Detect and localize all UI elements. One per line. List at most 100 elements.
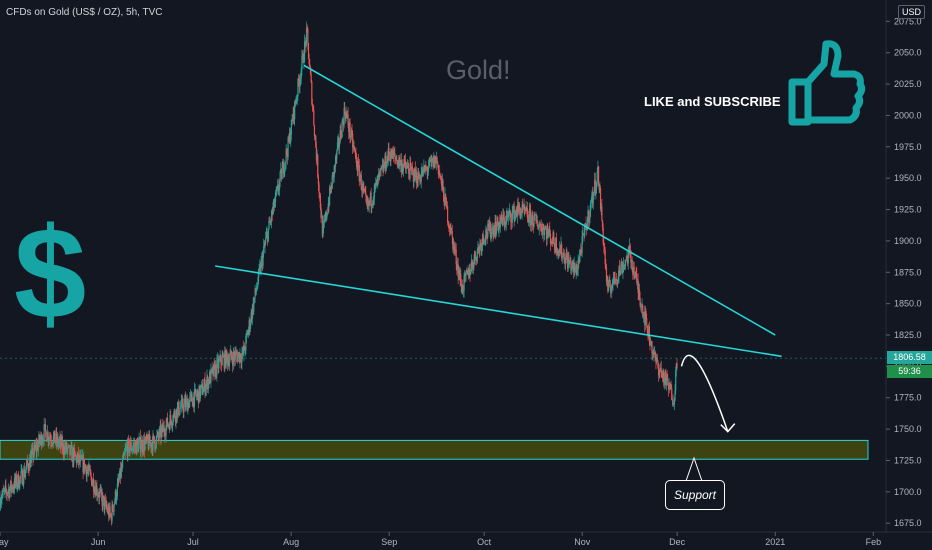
candle-body [617,280,619,282]
candle-body [410,166,412,170]
candle-body [655,357,658,363]
candle-body [668,383,670,390]
candle-body [143,439,145,452]
candle-body [472,264,474,269]
candle-body [220,355,222,364]
candle-body [428,159,430,168]
candle-body [251,304,254,319]
candle-body [491,227,494,229]
candle-body [445,197,447,208]
candle-body [129,448,131,453]
candle-body [630,259,633,263]
candle-body [133,444,135,447]
candle-body [286,149,288,154]
candle-body [590,202,592,211]
candle-body [224,350,227,368]
candle-body [244,350,246,352]
projection-arrowhead [720,423,736,433]
candle-body [448,225,450,227]
candle-body [286,153,289,157]
candle-body [367,200,369,207]
candle-body [280,169,282,172]
candle-body [56,436,58,443]
candle-body [126,445,128,457]
candle-body [381,166,383,170]
candle-body [390,157,392,162]
candle-body [609,286,612,291]
candle-body [151,443,153,451]
candle-body [123,453,126,456]
candle-body [394,153,396,157]
candle-body [261,256,263,266]
candle-body [606,279,608,282]
candle-body [233,351,235,356]
candle-body [592,192,594,204]
candle-body [553,243,556,247]
candle-body [249,320,251,329]
candle-body [568,261,571,264]
candle-body [657,360,659,368]
candle-body [469,269,471,275]
candle-body [605,263,607,268]
candle-body [303,41,306,61]
candle-body [357,161,359,172]
candle-body [239,353,241,363]
candle-body [135,439,138,454]
candle-body [537,227,540,230]
candle-body [25,469,27,474]
candle-body [593,191,595,193]
candle-body [351,130,353,135]
candle-body [183,398,186,403]
candle-body [486,235,488,237]
candle-body [592,192,594,204]
candle-body [168,424,170,426]
candle-body [36,444,38,452]
candle-body [169,415,171,430]
candle-body [544,228,546,230]
candle-body [667,379,669,386]
candle-body [85,465,87,468]
candle-body [219,355,221,360]
candle-body [433,156,436,168]
candle-body [422,167,424,176]
candle-body [427,167,430,171]
candle-body [412,169,414,182]
candle-body [494,221,496,236]
candle-body [504,222,506,226]
candle-body [558,250,560,253]
candle-body [221,356,223,366]
candle-body [300,78,302,80]
candle-body [311,104,314,107]
candle-body [607,279,609,292]
candle-body [410,162,412,167]
candle-body [344,112,347,119]
candle-body [659,367,662,372]
candle-body [459,273,461,280]
candle-body [295,102,297,104]
candle-body [308,58,310,65]
candle-body [142,451,144,453]
candle-body [594,179,596,192]
candle-body [408,173,410,179]
candle-body [354,147,356,151]
candle-body [623,264,625,266]
candle-body [12,488,14,490]
candle-body [2,490,4,492]
candle-body [43,424,45,441]
candle-body [566,257,569,269]
candle-body [649,341,651,345]
candle-body [330,185,332,193]
candle-body [452,237,454,250]
candle-body [110,513,112,516]
candle-body [62,442,64,449]
candle-body [561,244,563,259]
candle-body [114,490,116,502]
candle-body [282,162,285,174]
currency-button[interactable]: USD [898,5,926,19]
candle-body [240,359,242,363]
candle-body [111,504,113,521]
candle-body [516,204,519,217]
candle-body [167,424,169,427]
candle-body [123,454,125,456]
candle-body [35,445,37,452]
